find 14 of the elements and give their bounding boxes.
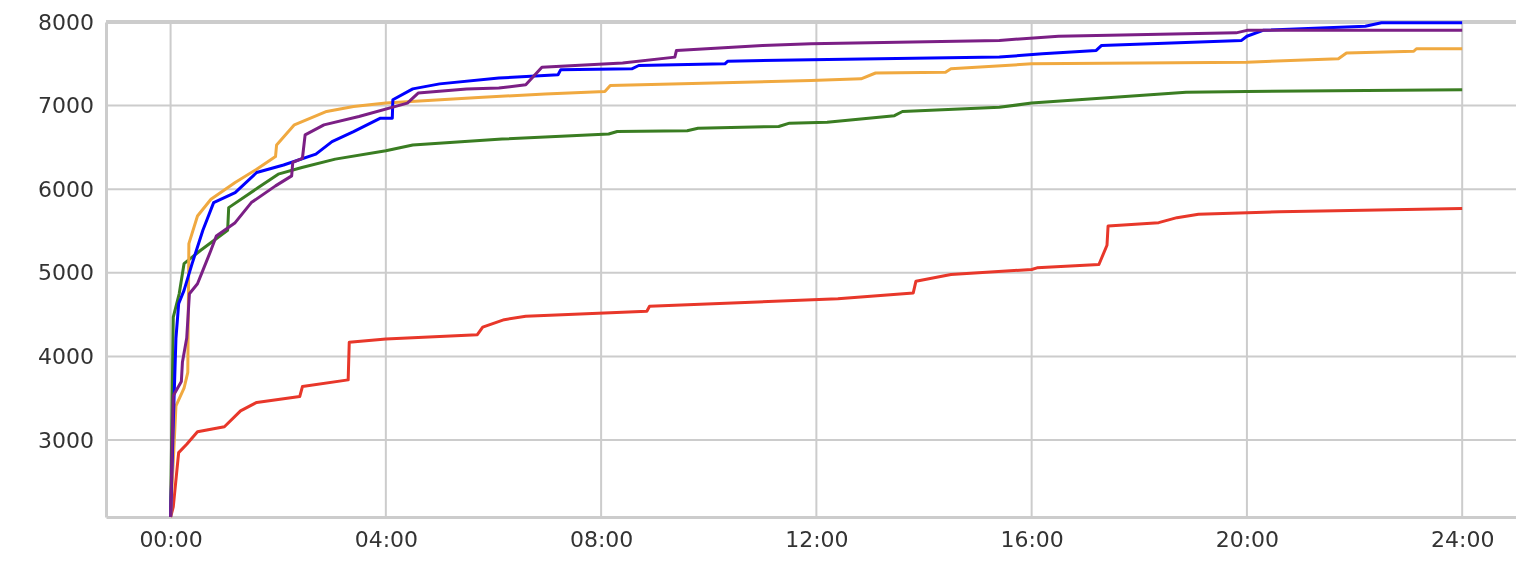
x-tick-label: 00:00 <box>139 526 203 552</box>
y-tick-label: 4000 <box>38 344 94 369</box>
y-tick-label: 5000 <box>38 260 94 286</box>
x-tick-label: 04:00 <box>354 526 419 552</box>
y-tick-label: 7000 <box>38 93 94 119</box>
x-tick-label: 16:00 <box>1000 526 1064 552</box>
y-tick-label: 6000 <box>38 176 94 202</box>
line-series <box>169 206 1464 519</box>
y-tick-label: 8000 <box>38 9 94 35</box>
y-tick-label: 3000 <box>38 427 94 453</box>
x-tick-label: 20:00 <box>1215 526 1280 552</box>
x-tick-label: 24:00 <box>1430 526 1495 552</box>
x-tick-label: 12:00 <box>785 526 849 552</box>
x-tick-label: 08:00 <box>569 526 634 552</box>
